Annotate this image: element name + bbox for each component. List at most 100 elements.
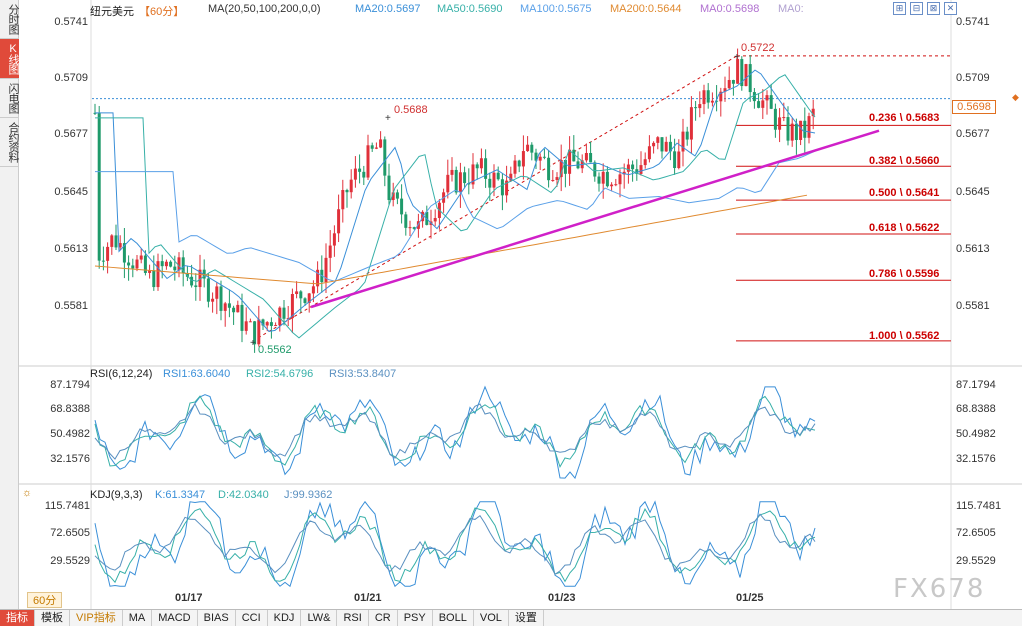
split-icon[interactable]: ⊠	[927, 2, 940, 15]
watermark-logo: FX678	[893, 574, 986, 604]
candle-body	[316, 269, 320, 287]
candle-body	[366, 145, 370, 178]
toolbar-item-10[interactable]: CR	[369, 610, 398, 626]
candle-body	[601, 171, 605, 184]
toolbar-item-4[interactable]: MACD	[152, 610, 198, 626]
candle-body	[194, 285, 198, 288]
candle-body	[563, 159, 567, 174]
candle-body	[748, 64, 752, 93]
toolbar-item-11[interactable]: PSY	[398, 610, 433, 626]
candle-body	[681, 131, 685, 152]
toolbar-item-7[interactable]: KDJ	[268, 610, 302, 626]
candle-body	[206, 278, 210, 302]
toolbar-item-0[interactable]: 指标	[0, 610, 35, 626]
candle-body	[794, 123, 798, 140]
candle-body	[517, 160, 521, 167]
candle-body	[744, 64, 748, 87]
candle-body	[127, 262, 131, 266]
candle-body	[118, 243, 122, 248]
toolbar-item-1[interactable]: 模板	[35, 610, 70, 626]
mid-high-marker: +	[385, 113, 391, 124]
chart-canvas[interactable]: + + + ◆	[19, 0, 1022, 609]
maximize-icon[interactable]: ⊞	[893, 2, 906, 15]
candle-body	[778, 117, 782, 130]
candle-body	[299, 291, 303, 299]
candle-body	[710, 100, 714, 103]
candle-body	[694, 107, 698, 109]
price-tick: 0.5741	[956, 16, 990, 28]
toolbar-item-5[interactable]: BIAS	[198, 610, 236, 626]
rsi3-line	[94, 402, 816, 460]
rsi1-line	[94, 385, 816, 480]
candle-body	[328, 245, 332, 258]
price-tick-left: 0.5741	[54, 16, 88, 28]
candle-body	[458, 172, 462, 193]
candle-body	[131, 265, 135, 269]
candle-body	[370, 145, 374, 149]
candle-body	[769, 95, 773, 109]
candle-body	[282, 307, 286, 319]
candle-body	[261, 319, 265, 326]
candle-body	[97, 113, 101, 261]
ma-params-label: MA(20,50,100,200,0,0)	[208, 3, 321, 15]
candle-body	[232, 307, 236, 313]
toolbar-item-12[interactable]: BOLL	[433, 610, 474, 626]
toolbar-item-14[interactable]: 设置	[509, 610, 544, 626]
candle-body	[395, 192, 399, 199]
side-tab-3[interactable]: 合约资料	[0, 118, 19, 167]
candle-body	[757, 101, 761, 108]
candle-body	[143, 255, 147, 273]
candle-body	[421, 211, 425, 222]
ma100-readout: MA100:0.5675	[520, 3, 592, 15]
candle-body	[799, 120, 803, 140]
period-selector[interactable]: 60分	[27, 592, 63, 608]
toolbar-item-2[interactable]: VIP指标	[70, 610, 123, 626]
toolbar-item-3[interactable]: MA	[123, 610, 153, 626]
candle-body	[488, 178, 492, 188]
close-icon[interactable]: ✕	[944, 2, 957, 15]
candle-body	[265, 322, 269, 326]
candle-body	[572, 149, 576, 162]
restore-icon[interactable]: ⊟	[910, 2, 923, 15]
toolbar-item-9[interactable]: RSI	[337, 610, 369, 626]
sun-icon[interactable]: ☼	[22, 487, 33, 499]
period-label[interactable]: 【60分】	[139, 6, 185, 18]
candle-body	[786, 117, 790, 141]
candle-body	[274, 325, 278, 327]
candle-body	[244, 321, 248, 331]
toolbar-item-8[interactable]: LW&	[301, 610, 338, 626]
price-tick: 0.5645	[956, 186, 990, 198]
low-marker: +	[250, 338, 256, 349]
rsi-title: RSI(6,12,24)	[90, 368, 153, 380]
candle-body	[597, 176, 601, 184]
side-tab-2[interactable]: 闪电图	[0, 79, 19, 118]
candle-body	[773, 108, 777, 130]
candle-body	[647, 146, 651, 160]
kdj-d-line	[94, 513, 816, 575]
candle-body	[433, 218, 437, 222]
candle-body	[677, 151, 681, 169]
side-tab-1[interactable]: K线图	[0, 39, 19, 79]
candle-body	[337, 209, 341, 234]
price-tick-left: 0.5581	[54, 300, 88, 312]
candle-body	[534, 152, 538, 161]
fib-label: 0.618 \ 0.5622	[869, 222, 940, 234]
candle-body	[526, 144, 530, 152]
side-tab-0[interactable]: 分时图	[0, 0, 19, 39]
price-tick: 0.5677	[956, 128, 990, 140]
candle-body	[173, 266, 177, 271]
toolbar-item-6[interactable]: CCI	[236, 610, 268, 626]
candle-body	[807, 116, 811, 138]
toolbar-item-13[interactable]: VOL	[474, 610, 509, 626]
candle-body	[555, 177, 559, 180]
price-marker-icon: ◆	[1012, 92, 1019, 102]
low-label: 0.5562	[258, 344, 292, 356]
candle-body	[610, 184, 614, 187]
candle-body	[765, 95, 769, 101]
candle-body	[408, 227, 412, 229]
candle-body	[790, 123, 794, 141]
candle-body	[446, 174, 450, 193]
ma20-line	[95, 69, 816, 332]
kdj-tick-left: 72.6505	[50, 527, 90, 539]
candle-body	[660, 137, 664, 152]
